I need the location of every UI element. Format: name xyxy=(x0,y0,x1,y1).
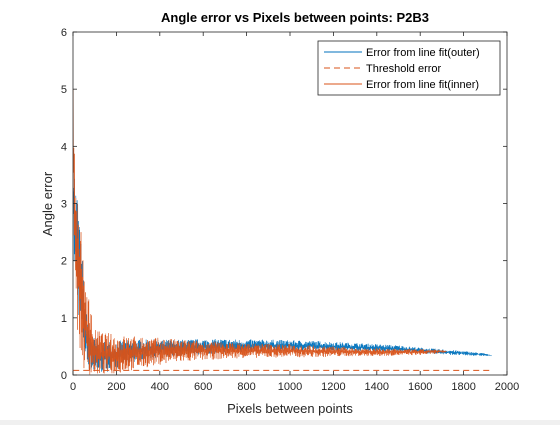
x-tick-label: 1400 xyxy=(365,381,389,393)
x-tick-label: 200 xyxy=(107,381,125,393)
y-tick-label: 2 xyxy=(61,256,67,268)
y-axis-label: Angle error xyxy=(40,171,55,236)
axes-layer: 0 200 400 600 800 1000 1200 1400 1600 1800 2000 0 1 2… xyxy=(61,27,519,393)
x-tick-label: 1200 xyxy=(321,381,345,393)
x-axis-label: Pixels between points xyxy=(227,401,353,416)
x-tick-label: 1000 xyxy=(278,381,302,393)
legend: Error from line fit(outer) Threshold erro… xyxy=(317,40,501,96)
y-tick-label: 1 xyxy=(61,313,67,325)
y-tick-label: 5 xyxy=(61,84,67,96)
x-tick-label: 1600 xyxy=(408,381,432,393)
legend-entry-label: Threshold error xyxy=(366,63,442,75)
y-tick-label: 3 xyxy=(61,199,67,211)
x-tick-label: 2000 xyxy=(495,381,519,393)
x-tick-label: 600 xyxy=(194,381,212,393)
y-tick-label: 4 xyxy=(61,141,67,153)
y-tick-label: 6 xyxy=(61,27,67,39)
x-tick-label: 800 xyxy=(237,381,255,393)
x-tick-label: 0 xyxy=(70,381,76,393)
legend-entry-label: Error from line fit(outer) xyxy=(366,47,480,59)
legend-entry-label: Error from line fit(inner) xyxy=(366,79,479,91)
series-line-error-from-line-fit-inner xyxy=(72,89,447,375)
x-tick-label: 400 xyxy=(151,381,169,393)
y-tick-label: 0 xyxy=(61,370,67,382)
chart-title: Angle error vs Pixels between points: P2… xyxy=(161,10,429,25)
x-tick-label: 1800 xyxy=(451,381,475,393)
series-layer xyxy=(72,89,492,375)
